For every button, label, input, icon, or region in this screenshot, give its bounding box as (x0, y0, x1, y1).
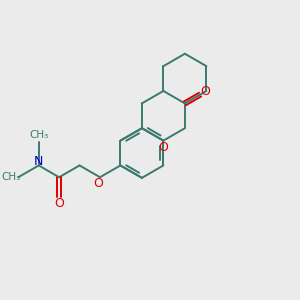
Text: O: O (94, 177, 103, 190)
Text: CH₃: CH₃ (1, 172, 20, 182)
Text: CH₃: CH₃ (29, 130, 48, 140)
Text: O: O (158, 141, 168, 154)
Text: O: O (54, 197, 64, 210)
Text: O: O (200, 85, 210, 98)
Text: N: N (34, 155, 43, 168)
